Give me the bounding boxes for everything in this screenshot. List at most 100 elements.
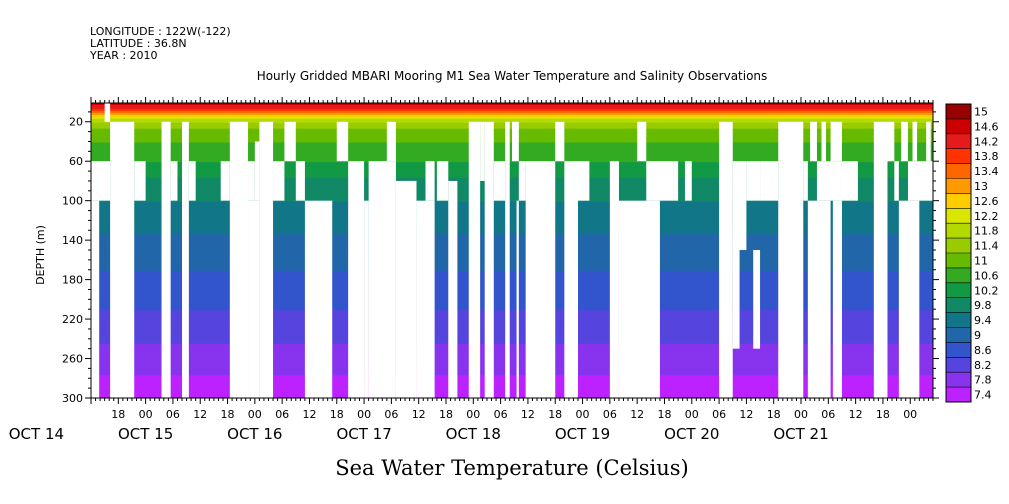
x-tick-label: 06: [384, 408, 398, 421]
colorbar-label: 9.8: [974, 299, 992, 312]
heatmap-band: [91, 274, 933, 278]
x-tick-label: 06: [821, 408, 835, 421]
heatmap-band: [91, 239, 933, 242]
heatmap-band: [91, 349, 933, 353]
x-tick-label: 00: [248, 408, 262, 421]
heatmap-band: [91, 310, 933, 313]
heatmap-band: [91, 227, 933, 230]
missing-data-region: [912, 121, 918, 162]
missing-data-region: [273, 161, 285, 201]
x-tick-label: 18: [439, 408, 453, 421]
missing-data-region: [448, 180, 458, 398]
heatmap-band: [91, 294, 933, 297]
colorbar-swatch: [946, 357, 971, 373]
missing-data-region: [732, 161, 747, 251]
heatmap-band: [91, 290, 933, 294]
heatmap-band: [91, 329, 933, 333]
heatmap-band: [91, 389, 933, 392]
longitude-label: LONGITUDE : 122W(-122): [90, 25, 231, 38]
heatmap-band: [91, 203, 933, 207]
heatmap-band: [91, 225, 933, 228]
colorbar-swatch: [946, 208, 971, 224]
heatmap-band: [91, 383, 933, 386]
missing-data-region: [807, 200, 831, 398]
missing-data-region: [564, 161, 578, 398]
missing-data-region: [484, 121, 494, 398]
heatmap-band: [91, 114, 933, 118]
colorbar-label: 7.8: [974, 374, 992, 387]
heatmap-band: [91, 318, 933, 321]
x-day-label: OCT 18: [446, 425, 501, 443]
missing-data-region: [348, 161, 365, 398]
x-day-label: OCT 21: [773, 425, 828, 443]
missing-data-region: [753, 250, 761, 349]
colorbar-label: 13.4: [974, 165, 999, 178]
x-tick-label: 12: [412, 408, 426, 421]
missing-data-region: [248, 161, 255, 201]
x-day-label: OCT 19: [555, 425, 610, 443]
colorbar-swatch: [946, 238, 971, 254]
missing-data-region: [719, 121, 733, 398]
heatmap-band: [91, 359, 933, 363]
colorbar-label: 9.4: [974, 314, 992, 327]
colorbar-swatch: [946, 253, 971, 269]
colorbar-label: 14.2: [974, 135, 999, 148]
heatmap-band: [91, 351, 933, 355]
heatmap-band: [91, 322, 933, 325]
x-tick-label: 12: [630, 408, 644, 421]
colorbar-swatch: [946, 223, 971, 239]
x-tick-label: 18: [876, 408, 890, 421]
y-tick-label: 180: [62, 274, 83, 287]
y-tick-label: 300: [62, 392, 83, 405]
heatmap-band: [91, 353, 933, 357]
heatmap-band: [91, 205, 933, 209]
missing-data-region: [505, 121, 510, 398]
missing-data-region: [803, 161, 808, 201]
latitude-label: LATITUDE : 36.8N: [90, 37, 187, 50]
heatmap-band: [91, 286, 933, 290]
colorbar-swatch: [946, 297, 971, 313]
colorbar-swatch: [946, 133, 971, 149]
missing-data-region: [887, 121, 895, 162]
missing-data-region: [229, 121, 249, 398]
heatmap-band: [91, 316, 933, 319]
colorbar-swatch: [946, 372, 971, 388]
heatmap-band: [91, 369, 933, 372]
x-tick-label: 06: [494, 408, 508, 421]
missing-data-region: [646, 161, 674, 201]
missing-data-region: [760, 161, 779, 201]
heatmap-band: [91, 337, 933, 341]
heatmap-band: [91, 365, 933, 369]
missing-data-region: [512, 121, 519, 162]
colorbar-label: 13: [974, 180, 988, 193]
missing-data-region: [832, 200, 842, 398]
colorbar-swatch: [946, 178, 971, 194]
missing-data-region: [480, 121, 485, 181]
colorbar-swatch: [946, 193, 971, 209]
heatmap-band: [91, 256, 933, 260]
missing-data-region: [436, 161, 449, 201]
missing-data-region: [689, 161, 692, 201]
heatmap-band: [91, 355, 933, 359]
heatmap-band: [91, 176, 933, 179]
missing-data-region: [295, 161, 305, 201]
heatmap-band: [91, 217, 933, 221]
missing-data-region: [104, 103, 111, 122]
colorbar-swatch: [946, 282, 971, 298]
colorbar-label: 7.4: [974, 389, 992, 402]
heatmap-band: [91, 387, 933, 390]
heatmap-band: [91, 235, 933, 238]
x-axis: 18 00 06 12 18 00 06 12 18 00 06 12 18 00 06 12 18 00 06 12…: [9, 97, 934, 443]
heatmap-band: [91, 377, 933, 380]
colorbar-label: 8.2: [974, 359, 992, 372]
heatmap-band: [91, 168, 933, 171]
heatmap-band: [91, 298, 933, 301]
missing-data-region: [170, 161, 178, 201]
x-tick-label: 00: [139, 408, 153, 421]
heatmap-band: [91, 207, 933, 211]
heatmap-band: [91, 166, 933, 169]
missing-data-region: [259, 121, 274, 398]
colorbar-swatch: [946, 312, 971, 328]
x-tick-label: 06: [603, 408, 617, 421]
missing-data-region: [873, 121, 888, 398]
